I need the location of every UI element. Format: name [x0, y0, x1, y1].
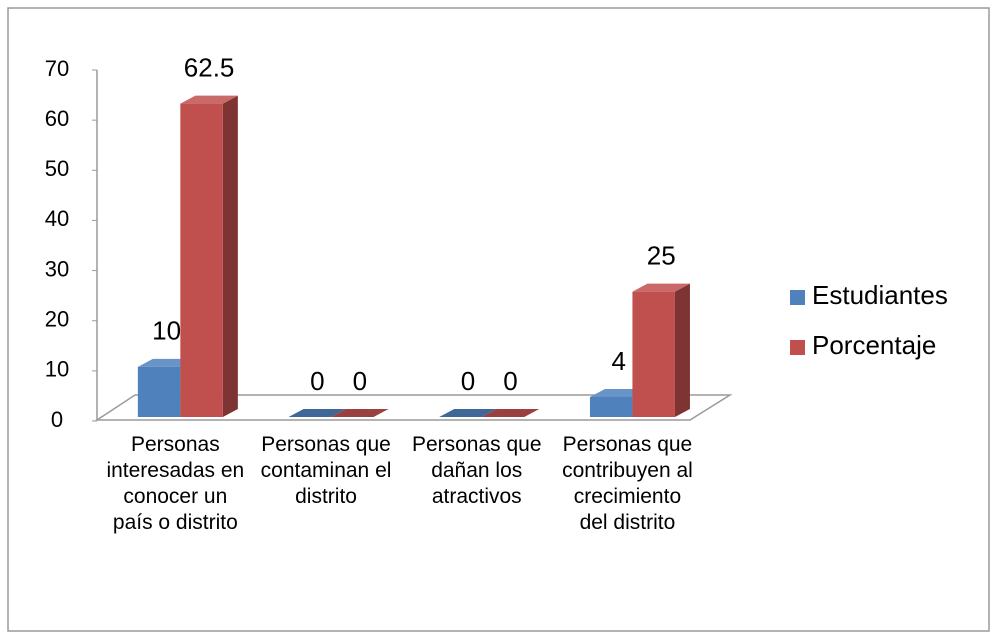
x-tick-label: Personas que contribuyen al crecimiento … — [562, 433, 693, 534]
value-label: 0 — [503, 366, 517, 396]
y-tick-label: 50 — [45, 156, 69, 181]
value-label: 4 — [611, 346, 625, 376]
y-tick-label: 10 — [45, 357, 69, 382]
x-tick-label: Personas que dañan los atractivos — [411, 433, 542, 508]
value-label: 0 — [310, 366, 324, 396]
bar-side — [222, 95, 238, 417]
value-label: 25 — [647, 241, 676, 271]
bar — [180, 103, 223, 417]
legend-swatch — [790, 290, 805, 305]
bar-top — [632, 283, 690, 292]
legend-label: Estudiantes — [812, 280, 948, 310]
value-label: 0 — [461, 366, 475, 396]
bar-top — [288, 409, 347, 417]
bar-top — [331, 409, 389, 417]
y-tick-label: 70 — [45, 56, 69, 81]
value-label: 10 — [152, 316, 181, 346]
bar-side — [674, 283, 690, 417]
y-tick-label: 20 — [45, 307, 69, 332]
legend-label: Porcentaje — [812, 330, 936, 360]
x-tick-label: Personas que contaminan el distrito — [260, 433, 392, 508]
bar-top — [439, 409, 497, 417]
y-tick-label: 0 — [51, 407, 63, 432]
bar — [632, 291, 675, 417]
bar — [137, 366, 181, 417]
floor — [94, 394, 733, 421]
bar-top — [180, 95, 238, 104]
y-tick-label: 40 — [45, 206, 69, 231]
legend-swatch — [790, 340, 805, 355]
chart-border — [7, 7, 990, 632]
y-tick-label: 60 — [45, 106, 69, 131]
bar — [589, 396, 633, 417]
value-label: 62.5 — [184, 52, 235, 82]
value-label: 0 — [353, 366, 367, 396]
y-tick-label: 30 — [45, 256, 69, 281]
x-tick-label: Personas interesadas en conocer un país … — [106, 433, 245, 534]
bar-top — [481, 409, 540, 417]
